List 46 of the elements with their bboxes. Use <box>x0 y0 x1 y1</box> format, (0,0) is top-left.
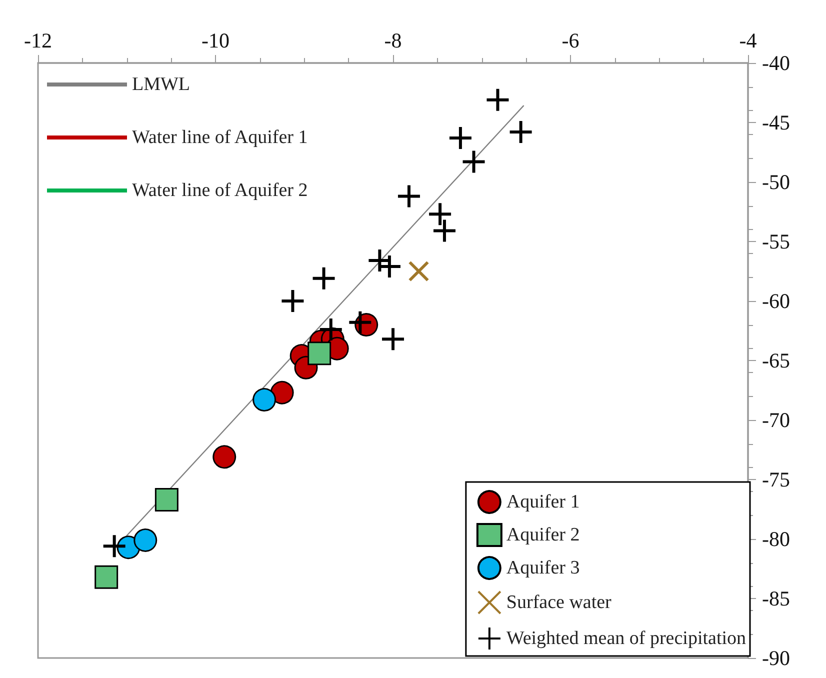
legend-label: Water line of Aquifer 1 <box>132 127 308 148</box>
point <box>432 218 457 244</box>
legend-label: Water line of Aquifer 2 <box>132 180 308 201</box>
legend-label: Aquifer 3 <box>506 558 580 578</box>
point <box>461 149 486 174</box>
point <box>485 87 510 112</box>
y-tick-label: -40 <box>762 51 790 75</box>
point <box>252 388 276 412</box>
y-tick-label: -70 <box>762 408 790 432</box>
x-tick-label: -10 <box>202 28 230 52</box>
point <box>94 565 118 589</box>
x-tick-label: -12 <box>24 28 52 52</box>
y-tick-label: -45 <box>762 110 790 134</box>
point <box>134 528 158 552</box>
y-tick-label: -65 <box>762 348 790 372</box>
y-tick-label: -85 <box>762 586 790 610</box>
legend-label: Surface water <box>506 592 612 613</box>
x-tick-label: -6 <box>562 28 580 52</box>
point <box>348 310 373 335</box>
point <box>448 125 473 150</box>
point <box>270 380 294 404</box>
y-tick-label: -55 <box>762 230 790 254</box>
point <box>380 326 406 352</box>
point <box>154 488 178 512</box>
y-tick-label: -80 <box>762 527 790 551</box>
x-tick-label: -8 <box>384 28 402 52</box>
point <box>376 254 402 279</box>
point <box>408 260 430 282</box>
y-tick-label: -90 <box>762 646 790 670</box>
point <box>311 266 336 291</box>
point <box>396 184 422 209</box>
point <box>102 534 127 559</box>
y-tick-label: -60 <box>762 289 790 313</box>
point <box>428 202 453 227</box>
point <box>212 445 236 469</box>
point <box>508 120 534 145</box>
x-tick-label: -4 <box>739 28 758 52</box>
y-tick-label: -50 <box>762 170 790 194</box>
y-tick-label: -75 <box>762 468 790 492</box>
legend-label: Aquifer 1 <box>506 492 580 512</box>
point <box>318 317 344 342</box>
point <box>308 342 332 366</box>
legend-label: Weighted mean of precipitation <box>506 628 746 649</box>
legend-label: Aquifer 2 <box>506 524 580 546</box>
legend-label: LMWL <box>132 74 190 95</box>
point <box>280 288 306 314</box>
